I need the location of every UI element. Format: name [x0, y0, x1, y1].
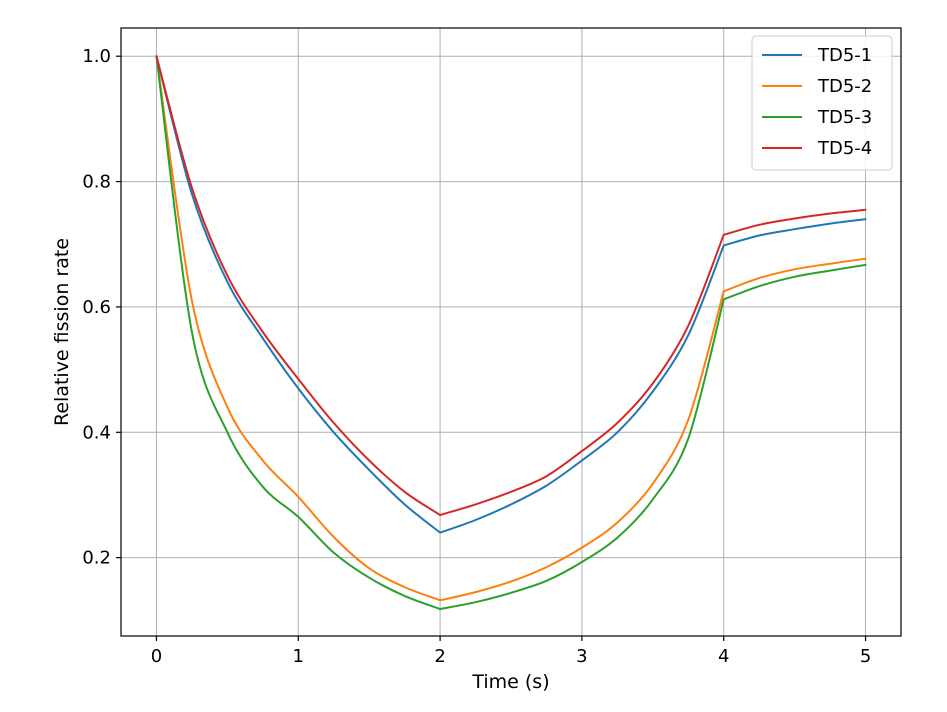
legend-box [751, 35, 893, 171]
legend: TD5-1 TD5-2 TD5-3 TD5-4 [751, 35, 893, 171]
legend-entry-label: TD5-3 [817, 107, 872, 128]
x-tick-label: 3 [576, 646, 587, 667]
legend-entry-label: TD5-1 [817, 45, 872, 66]
series-layer [155, 55, 867, 610]
series-line-td5-4 [155, 55, 867, 516]
legend-entry-label: TD5-4 [817, 138, 872, 159]
y-tick-label: 0.2 [82, 548, 111, 569]
x-tick-label: 0 [151, 646, 162, 667]
x-tick-label: 2 [434, 646, 445, 667]
y-tick-label: 1.0 [82, 46, 111, 67]
legend-entry-label: TD5-2 [817, 76, 872, 97]
series-line-td5-3 [155, 55, 867, 610]
y-tick-label: 0.6 [82, 297, 111, 318]
tick-layer: 0 1 2 3 4 5 0.2 0.4 0.6 0.8 1.0 [82, 46, 871, 667]
x-tick-label: 5 [860, 646, 871, 667]
x-tick-label: 1 [293, 646, 304, 667]
x-tick-label: 4 [718, 646, 729, 667]
series-line-td5-2 [155, 55, 867, 602]
series-line-td5-1 [155, 55, 867, 534]
x-axis-label: Time (s) [471, 671, 549, 693]
y-tick-label: 0.8 [82, 172, 111, 193]
plot-frame [120, 27, 902, 637]
y-axis-label: Relative fission rate [51, 238, 73, 426]
y-tick-label: 0.4 [82, 422, 111, 443]
